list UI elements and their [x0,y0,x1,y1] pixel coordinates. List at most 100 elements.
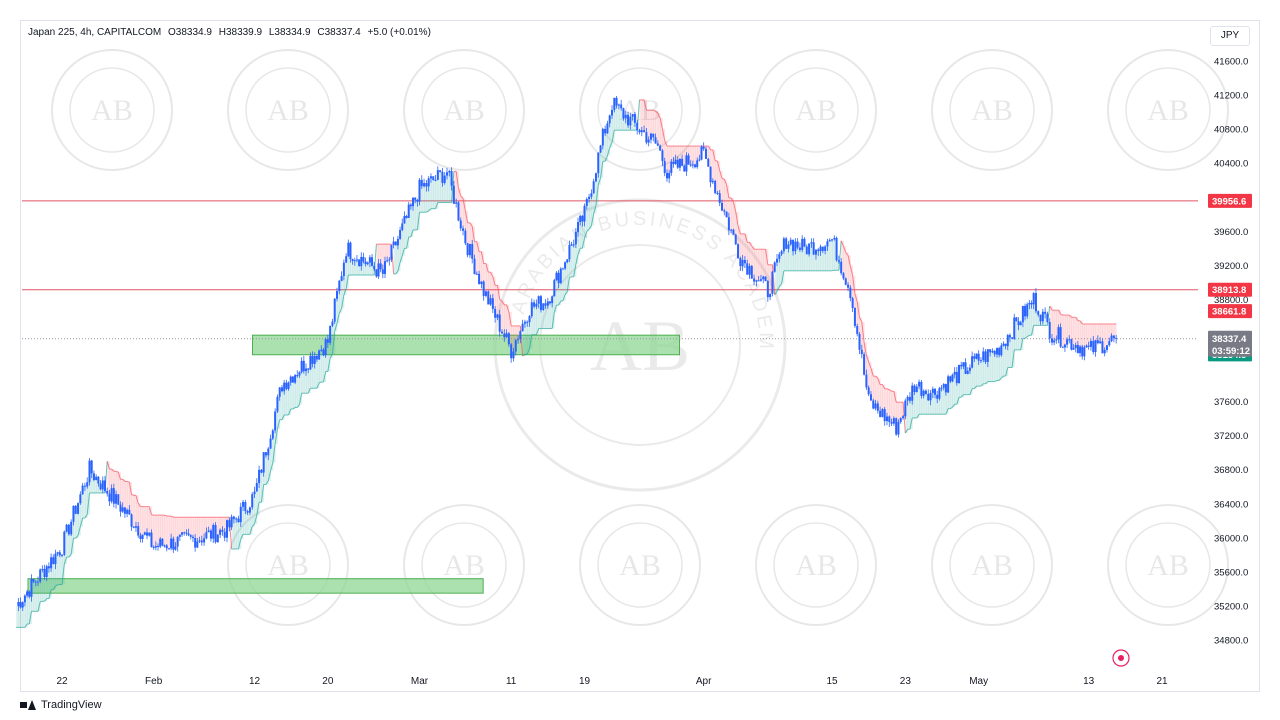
cloud-segment [356,259,360,276]
candle-body [405,216,408,218]
cloud-segment [571,244,575,277]
candle-body [812,242,815,255]
cloud-segment [677,146,681,168]
cloud-segment [513,325,517,352]
candle-body [755,280,758,282]
candle-body [666,173,668,179]
candle-body [636,122,639,131]
cloud-segment [941,387,945,415]
price-label[interactable]: 38661.8 [1208,304,1252,319]
cloud-segment [499,299,503,332]
candle-body [450,171,453,186]
last-price-label[interactable]: 38337.403:59:12 [1208,330,1252,357]
candle-body [307,368,310,370]
cloud-segment [261,472,265,503]
tradingview-logo-icon[interactable] [20,700,36,710]
candle-body [542,303,545,311]
candle-body [960,364,963,367]
candles[interactable] [17,95,1118,612]
candle-body [126,509,129,514]
candle-body [360,256,363,267]
candle-body [741,259,744,267]
trend-stop-line [558,300,562,306]
candle-body [656,143,659,146]
symbol-title[interactable]: Japan 225, 4h, CAPITALCOM [28,27,162,38]
cloud-segment [845,252,849,285]
candle-body [581,215,584,222]
candle-body [128,509,131,515]
candle-body [973,356,976,359]
cloud-segment [1029,302,1033,336]
cloud-segment [483,263,487,296]
candle-body [1103,349,1106,354]
candle-body [207,530,210,533]
cloud-segment [515,325,519,341]
cloud-segment [297,375,300,408]
candle-body [681,158,684,166]
candle-body [721,202,723,211]
trend-stop-line [37,601,41,612]
candle-body [971,356,974,368]
trend-stop-line [960,394,964,398]
cloud-segment [138,503,141,536]
candle-body [824,246,827,251]
support-zone[interactable] [27,578,484,594]
cloud-segment [963,362,967,395]
candle-body [546,301,549,306]
candle-body [966,370,969,374]
last-price-bg [1208,330,1252,357]
candle-body [21,602,24,608]
candle-body [287,382,290,389]
cloud-segment [365,264,369,276]
cloud-segment [144,506,148,533]
cloud-segment [623,118,627,131]
cloud-segment [149,506,152,533]
candle-body [588,196,591,200]
price-label[interactable]: 38913.8 [1208,282,1252,297]
trend-stop-line [28,611,32,625]
cloud-segment [233,519,237,550]
candle-body [837,260,840,262]
candle-body [137,526,140,536]
target-icon[interactable] [1112,649,1130,667]
candle-body [219,529,222,535]
trend-stop-line [566,277,570,292]
cloud-segment [31,578,35,612]
candle-body [368,257,371,263]
cloud-segment [554,280,557,313]
candle-body [43,568,46,577]
candle-body [1087,345,1090,347]
candle-body [714,180,717,194]
candle-body [446,172,448,176]
cloud-segment [413,197,416,230]
candle-body [112,488,115,504]
support-zone[interactable] [252,334,680,356]
cloud-segment [135,495,139,527]
price-label[interactable]: 39956.6 [1208,193,1252,208]
candle-body [611,109,613,116]
cloud-segment [898,402,902,422]
candle-body [174,546,177,550]
cloud-segment [323,355,327,383]
candle-body [570,244,573,246]
candle-body [687,155,690,165]
currency-button[interactable]: JPY [1210,26,1250,46]
cloud-segment [657,113,661,146]
candle-body [927,393,930,401]
candle-body [577,222,580,232]
candle-body [448,171,451,173]
candle-body [559,268,562,284]
cloud-segment [928,400,932,415]
cloud-segment [1084,323,1088,348]
candle-body [601,128,604,146]
trend-stop-line [863,342,867,356]
trend-stop-line [343,288,347,296]
cloud-segment [825,246,828,271]
candle-body [734,234,737,245]
trend-stop-line [406,236,410,249]
cloud-segment [653,110,657,138]
candle-body [633,114,636,123]
candle-body [420,179,423,187]
trend-stop-line [455,171,459,189]
